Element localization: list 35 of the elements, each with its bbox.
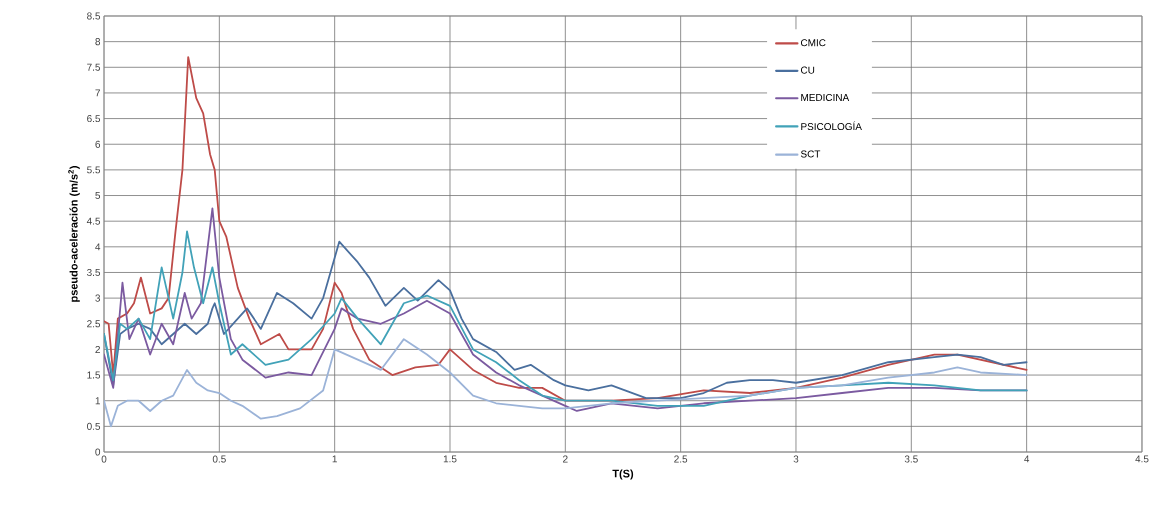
- x-tick-label: 3: [793, 455, 799, 463]
- y-tick-label: 3: [95, 294, 101, 302]
- x-tick-label: 4.5: [1135, 455, 1149, 463]
- x-tick-label: 1.5: [443, 455, 457, 463]
- y-tick-label: 7.5: [87, 63, 101, 71]
- x-tick-label: 1: [332, 455, 337, 463]
- y-tick-label: 0: [95, 448, 101, 456]
- y-tick-label: 1: [95, 397, 100, 405]
- y-tick-label: 4.5: [86, 217, 101, 225]
- x-tick-label: 0: [101, 455, 107, 463]
- legend-label: PSICOLOGÍA: [801, 121, 862, 131]
- y-tick-label: 3.5: [87, 268, 101, 276]
- legend-label: CMIC: [800, 39, 826, 47]
- y-tick-label: 1.5: [87, 371, 101, 379]
- y-tick-label: 4: [95, 243, 101, 251]
- x-tick-label: 0.5: [212, 455, 226, 463]
- y-tick-label: 7: [95, 89, 100, 97]
- legend-label: CU: [800, 66, 815, 74]
- legend-label: MEDICINA: [801, 94, 850, 102]
- y-tick-label: 6: [95, 140, 101, 148]
- y-tick-label: 8.5: [87, 12, 101, 20]
- y-tick-label: 5: [95, 192, 101, 199]
- y-tick-label: 0.5: [87, 422, 101, 430]
- y-tick-label: 5.5: [87, 166, 101, 174]
- x-tick-label: 2.5: [674, 455, 688, 463]
- legend-label: SCT: [800, 150, 821, 158]
- y-tick-label: 2.5: [87, 320, 101, 328]
- y-axis-title: pseudo-aceleración (m/s$^{2}$): [68, 166, 80, 302]
- x-tick-label: 4: [1024, 455, 1030, 463]
- y-tick-label: 8: [95, 38, 101, 46]
- x-tick-label: 3.5: [904, 455, 918, 463]
- y-tick-label: 6.5: [87, 115, 101, 123]
- y-tick-label: 2: [95, 345, 100, 353]
- x-tick-label: 2: [563, 455, 568, 463]
- x-axis-title: T(S): [612, 469, 634, 480]
